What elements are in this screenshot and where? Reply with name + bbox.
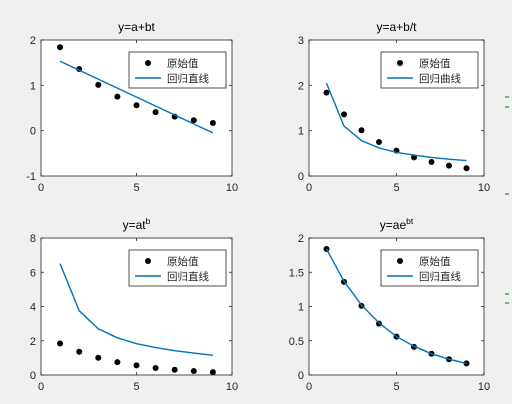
x-tick-label: 0 xyxy=(306,381,312,393)
x-tick-label: 10 xyxy=(226,381,238,393)
data-point xyxy=(323,245,330,252)
data-point xyxy=(95,81,102,88)
subplot-title: y=atb xyxy=(123,216,151,232)
y-tick-label: 2 xyxy=(30,336,36,348)
data-point xyxy=(323,89,330,96)
plot-area xyxy=(57,44,216,134)
y-tick-label: 0 xyxy=(30,126,36,138)
legend-marker-swatch xyxy=(145,60,151,66)
title-main: y=a+bt xyxy=(118,20,155,34)
y-tick-label: 0.5 xyxy=(289,336,304,348)
legend-label: 原始值 xyxy=(167,57,199,70)
title-superscript: bt xyxy=(406,216,414,226)
data-point xyxy=(114,359,121,366)
legend-marker-swatch xyxy=(397,258,403,264)
legend-marker-swatch xyxy=(397,60,403,66)
data-point xyxy=(428,158,435,165)
legend-label: 原始值 xyxy=(419,255,451,268)
data-point xyxy=(57,340,64,347)
x-tick-label: 5 xyxy=(133,182,139,194)
legend-label: 原始值 xyxy=(167,255,199,268)
series-line xyxy=(59,263,213,356)
legend-box xyxy=(380,51,479,89)
y-tick-label: 1 xyxy=(298,302,304,314)
legend-label: 回归曲线 xyxy=(419,72,461,85)
title-main: y=ae xyxy=(380,218,407,232)
x-tick-label: 0 xyxy=(306,182,312,194)
data-point xyxy=(209,119,216,126)
y-tick-label: 2 xyxy=(298,80,304,92)
subplot-title: y=aebt xyxy=(380,216,414,232)
series-line xyxy=(325,248,467,365)
data-point xyxy=(76,348,83,355)
data-point xyxy=(95,354,102,361)
data-point xyxy=(114,93,121,100)
x-tick-label: 0 xyxy=(38,182,44,194)
y-tick-label: 0 xyxy=(298,370,304,382)
data-point xyxy=(209,369,216,375)
x-tick-label: 10 xyxy=(478,182,490,194)
data-point xyxy=(133,102,140,109)
window-edge-marks xyxy=(505,96,509,304)
x-tick-label: 10 xyxy=(226,182,238,194)
y-tick-label: 1 xyxy=(298,126,304,138)
y-tick-label: -1 xyxy=(26,171,36,183)
legend-label: 回归直线 xyxy=(419,270,461,283)
series-line xyxy=(59,60,214,134)
data-point xyxy=(376,139,382,145)
y-tick-label: 8 xyxy=(30,233,36,245)
y-tick-label: 1 xyxy=(30,80,36,92)
plot-area xyxy=(57,263,216,375)
data-point xyxy=(133,362,140,369)
legend-box xyxy=(380,249,479,287)
legend-box xyxy=(128,249,227,287)
y-tick-label: 2 xyxy=(30,35,36,47)
y-tick-label: 4 xyxy=(30,302,36,314)
x-tick-label: 5 xyxy=(393,182,399,194)
subplot-title: y=a+bt xyxy=(118,20,155,34)
legend-label: 回归直线 xyxy=(167,270,209,283)
subplot-title: y=a+b/t xyxy=(376,20,417,34)
title-main: y=at xyxy=(123,218,147,232)
legend-label: 原始值 xyxy=(419,57,451,70)
title-main: y=a+b/t xyxy=(376,20,417,34)
data-point xyxy=(463,165,470,172)
series-line xyxy=(325,82,467,162)
y-tick-label: 0 xyxy=(298,171,304,183)
x-tick-label: 0 xyxy=(38,381,44,393)
plot-area xyxy=(323,82,470,172)
y-tick-label: 6 xyxy=(30,267,36,279)
plot-area xyxy=(323,245,470,367)
data-point xyxy=(152,109,159,116)
y-tick-label: 0 xyxy=(30,370,36,382)
data-point xyxy=(152,364,159,371)
data-point xyxy=(190,368,197,375)
data-point xyxy=(171,366,178,373)
legend-marker-swatch xyxy=(145,258,151,264)
data-point xyxy=(341,111,347,118)
data-point xyxy=(190,117,197,124)
legend-box xyxy=(128,51,227,89)
y-tick-label: 2 xyxy=(298,233,304,245)
data-point xyxy=(57,44,64,51)
data-point xyxy=(446,162,452,169)
y-tick-label: 3 xyxy=(298,35,304,47)
data-point xyxy=(358,127,365,134)
x-tick-label: 10 xyxy=(478,381,490,393)
x-tick-label: 5 xyxy=(393,381,399,393)
legend-label: 回归直线 xyxy=(167,72,209,85)
y-tick-label: 1.5 xyxy=(289,267,304,279)
x-tick-label: 5 xyxy=(133,381,139,393)
title-superscript: b xyxy=(146,216,151,226)
